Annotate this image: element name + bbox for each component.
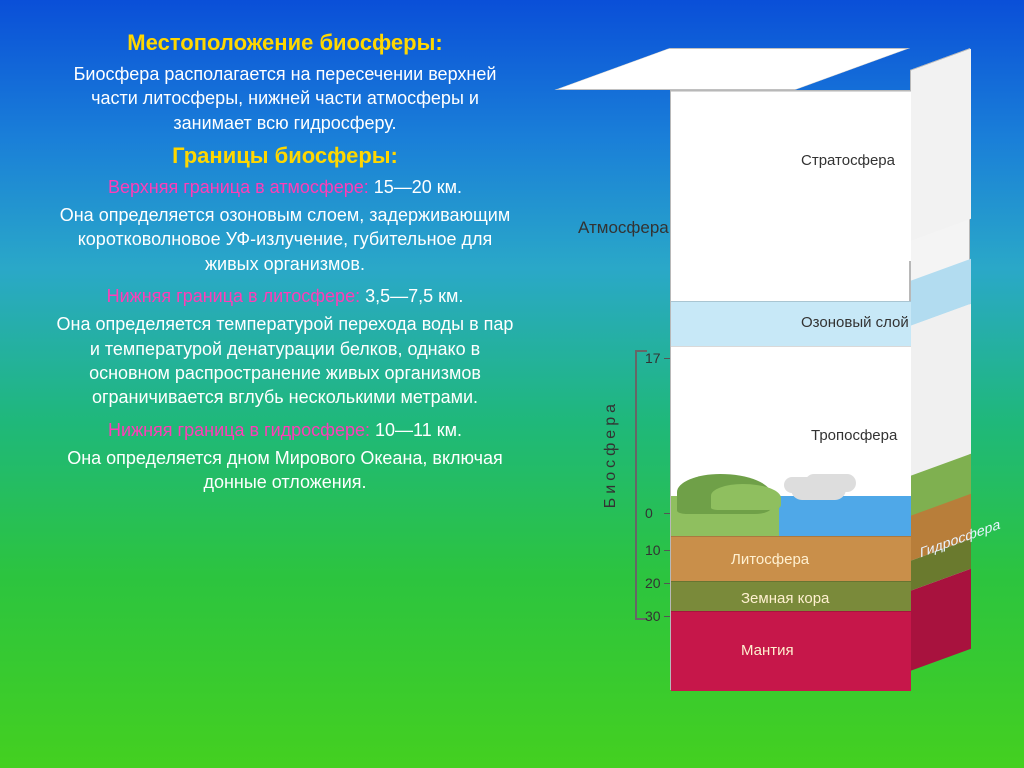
- side-layer: [911, 49, 971, 241]
- layer-Земная кора: Земная кора: [671, 581, 911, 611]
- litho-text: Она определяется температурой перехода в…: [50, 312, 520, 409]
- layer-label: Озоновый слой: [801, 314, 909, 331]
- hill-icon: [711, 484, 781, 510]
- hydro-text: Она определяется дном Мирового Океана, в…: [50, 446, 520, 495]
- layer-Мантия: Мантия: [671, 611, 911, 691]
- layer-label: Стратосфера: [801, 152, 895, 169]
- tick-label: 30: [645, 608, 661, 624]
- text-panel: Местоположение биосферы: Биосфера распол…: [0, 0, 530, 768]
- layer-Тропосфера: Тропосфера: [671, 346, 911, 496]
- box-side-face: [910, 48, 970, 670]
- biosphere-label: Биосфера: [602, 400, 620, 508]
- tick-label: 10: [645, 542, 661, 558]
- hydro-lead: Нижняя граница в гидросфере:: [108, 420, 375, 440]
- atmo-boundary-head: Верхняя граница в атмосфере: 15—20 км.: [50, 175, 520, 199]
- litho-val: 3,5—7,5 км.: [365, 286, 463, 306]
- cloud-icon: [791, 478, 846, 500]
- layer-label: Земная кора: [741, 590, 829, 607]
- layer-label: Тропосфера: [811, 427, 897, 444]
- atmosphere-label: Атмосфера: [578, 218, 669, 238]
- layer-label: Мантия: [741, 642, 794, 659]
- side-layer: [911, 304, 971, 476]
- layer-label: Литосфера: [731, 551, 809, 568]
- atmo-text: Она определяется озоновым слоем, задержи…: [50, 203, 520, 276]
- layer-Литосфера: Литосфера: [671, 536, 911, 581]
- hydro-boundary-head: Нижняя граница в гидросфере: 10—11 км.: [50, 418, 520, 442]
- litho-lead: Нижняя граница в литосфере:: [107, 286, 365, 306]
- tick-label: 0: [645, 505, 653, 521]
- atmo-lead: Верхняя граница в атмосфере:: [108, 177, 374, 197]
- layer-Стратосфера: Стратосфера: [671, 91, 911, 261]
- iso-box: Стратосфера Озоновый слой Тропосфера Литосф…: [670, 50, 970, 730]
- biosphere-diagram: Атмосфера Биосфера 170102030 Стратосфера…: [590, 50, 990, 730]
- title-boundaries: Границы биосферы:: [50, 143, 520, 169]
- title-location: Местоположение биосферы:: [50, 30, 520, 56]
- location-text: Биосфера располагается на пересечении ве…: [50, 62, 520, 135]
- atmo-val: 15—20 км.: [374, 177, 462, 197]
- diagram-panel: Атмосфера Биосфера 17 0 10 20 30 Стратосфера…: [530, 0, 1024, 768]
- layer-Озоновый слой: Озоновый слой: [671, 301, 911, 346]
- tick-label: 20: [645, 575, 661, 591]
- litho-boundary-head: Нижняя граница в литосфере: 3,5—7,5 км.: [50, 284, 520, 308]
- box-top-face: [555, 48, 910, 90]
- tick-label: 17: [645, 350, 661, 366]
- hydro-val: 10—11 км.: [375, 420, 462, 440]
- box-front-face: Стратосфера Озоновый слой Тропосфера Литосф…: [670, 90, 910, 690]
